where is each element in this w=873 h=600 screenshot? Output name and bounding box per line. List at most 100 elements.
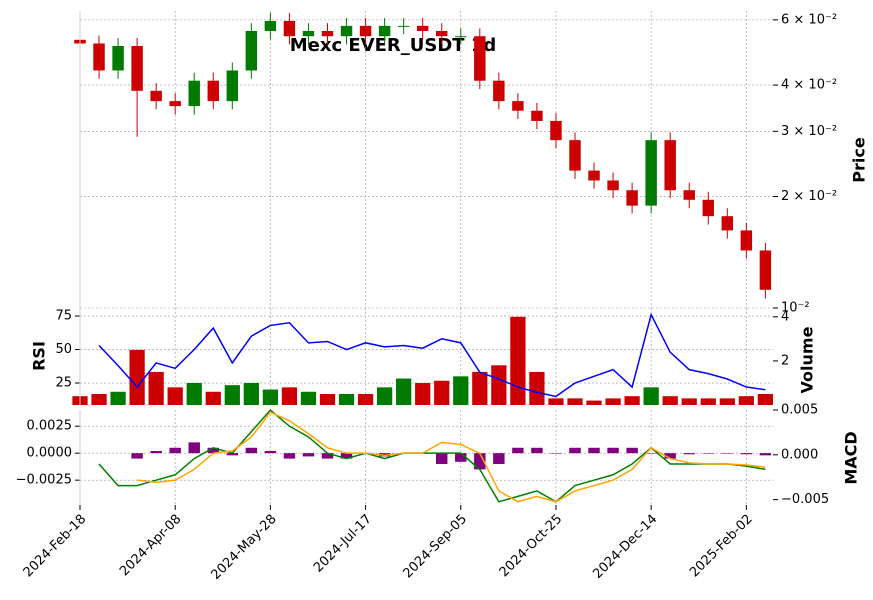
macd-histogram-bar <box>664 453 676 459</box>
volume-bar <box>377 387 393 405</box>
volume-bar <box>129 349 145 405</box>
candle-body <box>93 43 105 71</box>
candle-body <box>264 20 277 31</box>
volume-bar <box>224 385 240 405</box>
y-tick-label: 0.0025 <box>27 419 73 434</box>
volume-bar <box>243 382 259 405</box>
macd-histogram-bar <box>455 453 467 462</box>
volume-bar <box>453 376 469 405</box>
x-tick-label: 2024-Dec-14 <box>590 512 660 582</box>
volume-bar <box>357 393 374 405</box>
macd-label: MACD <box>842 431 861 484</box>
candle-body <box>245 30 258 71</box>
volume-bar <box>167 387 183 405</box>
candle-body <box>531 110 543 121</box>
macd-line <box>98 408 766 503</box>
volume-bar <box>719 398 735 405</box>
x-tick-label: 2024-May-28 <box>209 512 280 583</box>
volume-bar <box>624 396 640 405</box>
y-tick-label: 75 <box>55 309 72 324</box>
candle-body <box>702 199 714 217</box>
candle-body <box>645 140 657 206</box>
macd-histogram-bar <box>321 453 334 459</box>
volume-bar <box>567 398 583 405</box>
volume-bar <box>529 371 545 405</box>
volume-bar <box>662 396 678 405</box>
candle-body <box>455 36 467 38</box>
candle-body <box>150 90 162 102</box>
candle-body <box>740 230 753 251</box>
y-tick-label: 4 × 10⁻² <box>781 78 837 93</box>
macd-histogram-bar <box>226 453 239 456</box>
volume-bar <box>605 398 621 405</box>
rsi-label: RSI <box>30 341 49 371</box>
candle-body <box>340 25 353 37</box>
candle-body <box>397 25 410 27</box>
macd-histogram-bar <box>759 453 772 456</box>
macd-histogram-bar <box>626 447 638 454</box>
macd-histogram-bar <box>702 453 714 454</box>
macd-histogram-bar <box>245 447 258 454</box>
candle-body <box>550 120 562 141</box>
candle-body <box>512 101 524 111</box>
candle-body <box>131 45 143 91</box>
volume-bar <box>738 396 754 405</box>
signal-line <box>137 411 766 503</box>
y-tick-label: 2 <box>781 353 789 368</box>
candle-body <box>493 80 505 102</box>
price-label: Price <box>850 137 869 183</box>
y-tick-label: 6 × 10⁻² <box>781 12 837 27</box>
candle-body <box>607 180 619 191</box>
candle-body <box>359 25 372 37</box>
macd-histogram-bar <box>512 447 524 454</box>
macd-histogram-bar <box>740 453 753 455</box>
candle-body <box>626 190 638 206</box>
y-tick-label: 50 <box>55 342 72 357</box>
volume-bar <box>338 393 355 405</box>
macd-histogram-bar <box>607 447 619 454</box>
x-tick-label: 2024-Feb-18 <box>21 512 90 581</box>
candle-body <box>436 30 448 37</box>
volume-bar <box>300 391 317 405</box>
volume-bar <box>643 387 659 405</box>
y-tick-label: 25 <box>55 376 72 391</box>
candle-body <box>169 101 181 107</box>
candle-body <box>302 30 315 37</box>
volume-bar <box>110 391 126 405</box>
volume-bar <box>91 393 107 405</box>
volume-bar <box>491 365 507 405</box>
rsi-line <box>98 312 766 398</box>
volume-bar <box>281 387 298 405</box>
candle-body <box>378 25 391 37</box>
candle-body <box>188 80 200 107</box>
volume-bar <box>186 382 202 405</box>
volume-bar <box>262 389 278 405</box>
x-tick-label: 2024-Jul-17 <box>311 512 375 576</box>
macd-histogram-bar <box>131 453 143 459</box>
y-tick-label: −0.0025 <box>16 473 72 488</box>
candle-body <box>588 170 600 181</box>
candle-body <box>112 45 124 71</box>
x-tick-label: 2024-Oct-25 <box>497 512 565 580</box>
macd-histogram-bar <box>283 453 296 459</box>
macd-histogram-bar <box>150 451 162 454</box>
candle-body <box>721 216 734 231</box>
volume-bar <box>319 393 336 405</box>
candle-body <box>664 140 676 191</box>
y-tick-label: 3 × 10⁻² <box>781 124 837 139</box>
y-tick-label: 0.0000 <box>27 446 73 461</box>
volume-bar <box>148 371 164 405</box>
y-tick-label: 10⁻² <box>781 301 810 316</box>
macd-histogram-bar <box>569 447 581 454</box>
chart-title: Mexc EVER_USDT 1d <box>290 35 497 56</box>
volume-bar <box>434 380 450 405</box>
y-tick-label: 0.000 <box>781 447 818 462</box>
y-tick-label: 0.005 <box>781 403 818 418</box>
candle-body <box>569 140 581 171</box>
macd-histogram-bar <box>683 453 695 455</box>
macd-histogram-bar <box>436 453 448 464</box>
volume-bar <box>586 400 602 405</box>
x-tick-label: 2024-Sep-05 <box>400 512 470 582</box>
volume-bar <box>681 398 697 405</box>
macd-histogram-bar <box>474 453 486 470</box>
